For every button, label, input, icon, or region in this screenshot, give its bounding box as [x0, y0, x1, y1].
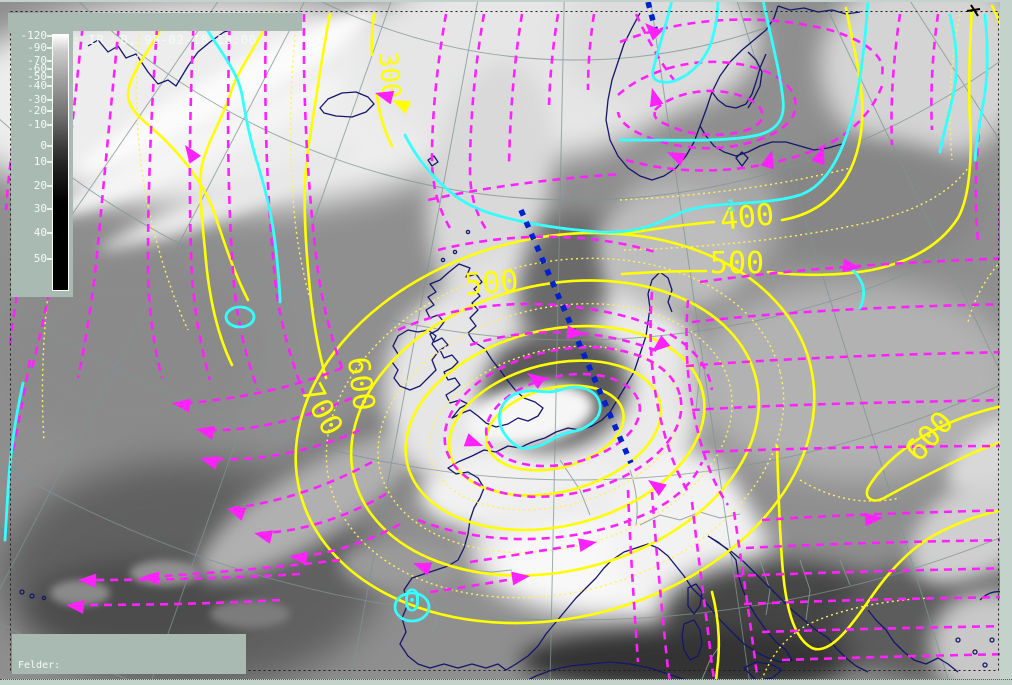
flow-arrowhead: [864, 512, 883, 527]
flow-arrowhead: [172, 398, 191, 413]
colorbar-tick: [47, 47, 52, 49]
flow-arrowhead: [254, 530, 274, 544]
right-margin: [1000, 0, 1012, 685]
flow-arrowhead: [78, 573, 97, 588]
colorbar-tick: [47, 161, 52, 163]
flow-arrowhead: [375, 90, 395, 105]
flow-arrowhead: [392, 100, 412, 114]
corner-marker: [966, 4, 981, 17]
colorbar-tick: [47, 232, 52, 234]
flow-arrowhead: [185, 145, 202, 164]
flow-arrowhead: [760, 150, 775, 170]
colorbar-tick-label: 20: [33, 179, 47, 192]
cross-section-line[interactable]: [518, 1, 659, 465]
colorbar-tick-label: -30: [27, 93, 47, 106]
field-info-box: Felder: F96021818295 291/12 ECMWF-IPV (P…: [12, 634, 246, 674]
contour-label: 1: [726, 196, 736, 215]
flow-arrowhead: [413, 562, 433, 576]
country-borders: [427, 329, 851, 685]
flow-arrowhead: [527, 373, 546, 390]
colorbar-tick-label: 50: [33, 252, 47, 265]
contours-yellow-dotted: [41, 13, 1012, 685]
colorbar-tick-label: 0: [40, 139, 47, 152]
colorbar-tick-label: -10: [27, 118, 47, 131]
contour-label: 600: [340, 355, 381, 413]
flow-arrowhead: [645, 23, 663, 41]
colorbar-tick: [47, 185, 52, 187]
top-margin: [0, 0, 1012, 2]
colorbar-tick: [47, 99, 52, 101]
flow-arrowhead: [566, 325, 585, 340]
flow-arrowhead: [227, 507, 247, 521]
colorbar-tick: [47, 258, 52, 260]
colorbar-panel: -120 -90 -70 -60 -50 -40 -30 -20 -10 0 10 20 30 40 50: [11, 29, 73, 297]
flow-arrowhead: [66, 599, 85, 614]
contour-label: 400: [718, 197, 776, 237]
colorbar-tick: [47, 85, 52, 87]
colorbar-tick: [47, 68, 52, 70]
title-text: Sat: IR B, 98-02-18 18:00: [48, 32, 257, 47]
colorbar-tick-label: -50: [27, 70, 47, 83]
colorbar-tick: [47, 208, 52, 210]
contour-label: 500: [463, 264, 519, 303]
flow-arrowhead: [463, 433, 483, 447]
colorbar-tick-label: -40: [27, 79, 47, 92]
colorbar-tick: [47, 76, 52, 78]
colorbar-tick-label: 30: [33, 202, 47, 215]
title-bar: Sat: IR B, 98-02-18 18:00: [8, 13, 302, 47]
contour-label: 0: [403, 584, 421, 619]
flow-arrowhead: [667, 152, 687, 166]
map-frame: [10, 4, 999, 671]
colorbar-tick-label: -90: [27, 41, 47, 54]
colorbar-tick: [47, 110, 52, 112]
flow-arrowhead: [578, 538, 597, 553]
flow-arrowhead: [196, 425, 216, 440]
colorbar-tick-label: -20: [27, 104, 47, 117]
flow-arrowhead: [652, 335, 671, 352]
colorbar-tick: [47, 145, 52, 147]
contour-label: 500: [710, 246, 764, 281]
contours-cyan: [3, 0, 989, 623]
colorbar-tick-label: -70: [27, 54, 47, 67]
colorbar-tick: [47, 124, 52, 126]
colorbar-tick-label: -120: [20, 29, 48, 42]
contour-label: 600: [899, 405, 961, 469]
colorbar-tick: [47, 35, 52, 37]
flow-arrowhead: [200, 456, 220, 470]
contours-yellow: [126, 4, 1012, 685]
flow-arrowhead: [648, 480, 667, 497]
flow-arrowhead: [289, 551, 308, 566]
bottom-margin: [0, 679, 1012, 685]
flow-arrowhead: [511, 571, 530, 586]
flow-arrowhead: [649, 88, 664, 108]
colorbar-gradient: [52, 34, 69, 291]
colorbar-tick-label: 10: [33, 155, 47, 168]
flow-arrowhead: [811, 146, 825, 166]
flow-arrowhead: [842, 258, 861, 273]
contour-label: 700: [293, 377, 349, 441]
colorbar-tick-label: 40: [33, 226, 47, 239]
flow-arrows: [66, 23, 883, 614]
colorbar-tick-label: -60: [27, 62, 47, 75]
flow-arrowhead: [141, 571, 160, 586]
colorbar-tick: [47, 60, 52, 62]
info-line-1: Felder:: [18, 660, 61, 671]
